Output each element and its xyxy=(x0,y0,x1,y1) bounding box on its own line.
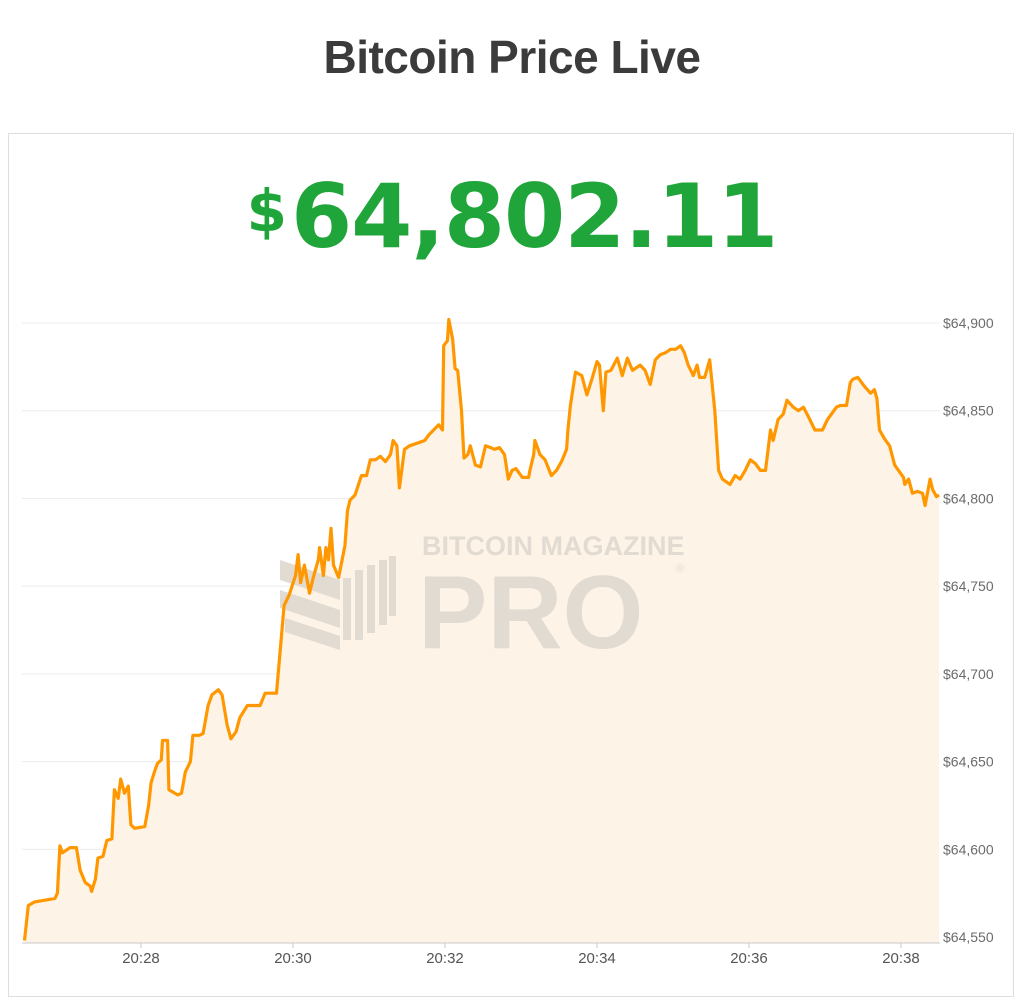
x-tick-label: 20:28 xyxy=(122,950,160,967)
y-tick-label: $64,750 xyxy=(943,578,994,594)
x-tick-label: 20:38 xyxy=(882,950,920,967)
page-title: Bitcoin Price Live xyxy=(323,31,701,83)
watermark-line2: PRO xyxy=(418,555,643,671)
y-tick-label: $64,650 xyxy=(943,754,994,770)
registered-mark: ® xyxy=(676,563,684,575)
y-tick-label: $64,700 xyxy=(943,666,994,682)
price-line xyxy=(22,317,940,941)
currency-symbol: $ xyxy=(246,177,287,245)
y-tick-label: $64,600 xyxy=(943,841,994,857)
y-tick-label: $64,900 xyxy=(943,315,994,331)
current-price: $64,802.11 xyxy=(0,165,1024,268)
x-tick-label: 20:32 xyxy=(426,950,464,967)
y-tick-label: $64,850 xyxy=(943,403,994,419)
candlestick-logo-icon xyxy=(280,556,396,650)
x-tick-label: 20:30 xyxy=(274,950,312,967)
y-tick-label: $64,800 xyxy=(943,490,994,506)
x-tick-label: 20:34 xyxy=(578,950,616,967)
price-chart-card xyxy=(8,133,1014,997)
price-value: 64,802.11 xyxy=(290,165,778,268)
y-tick-label: $64,550 xyxy=(943,929,994,945)
watermark-logo: BITCOIN MAGAZINE PRO ® xyxy=(280,531,685,671)
x-tick-label: 20:36 xyxy=(730,950,768,967)
watermark-line1: BITCOIN MAGAZINE xyxy=(422,531,685,561)
price-area-fill xyxy=(24,319,939,943)
